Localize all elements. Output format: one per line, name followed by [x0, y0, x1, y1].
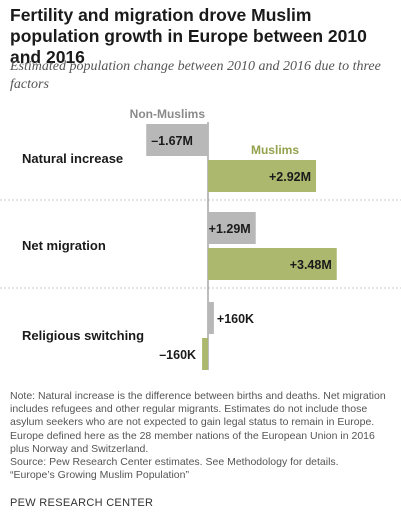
- data-label: +3.48M: [290, 258, 332, 272]
- data-label: +160K: [217, 312, 254, 326]
- notes: Note: Natural increase is the difference…: [10, 390, 395, 482]
- bar-non-muslims: [208, 212, 256, 244]
- note-text: Note: Natural increase is the difference…: [10, 390, 386, 455]
- bar-muslims: [202, 338, 208, 370]
- category-label: Religious switching: [22, 328, 144, 343]
- category-label: Natural increase: [22, 151, 123, 166]
- source-text: Source: Pew Research Center estimates. S…: [10, 456, 339, 469]
- legend-non-muslims: Non-Muslims: [130, 107, 206, 121]
- chart-title: Fertility and migration drove Muslim pop…: [10, 5, 367, 67]
- bar-non-muslims: [146, 124, 208, 156]
- brand-label: PEW RESEARCH CENTER: [10, 497, 154, 509]
- bar-muslims: [208, 248, 337, 280]
- data-label: –160K: [159, 348, 196, 362]
- chart-subtitle: Estimated population change between 2010…: [10, 59, 381, 92]
- data-label: +1.29M: [209, 222, 251, 236]
- data-label: +2.92M: [269, 170, 311, 184]
- bar-muslims: [208, 160, 317, 192]
- bar-chart: Natural increase Net migration Religious s…: [0, 107, 401, 370]
- report-title: “Europe’s Growing Muslim Population”: [10, 469, 189, 482]
- bar-non-muslims: [208, 302, 214, 334]
- legend-muslims: Muslims: [251, 143, 299, 157]
- category-label: Net migration: [22, 238, 106, 253]
- data-label: –1.67M: [151, 134, 193, 148]
